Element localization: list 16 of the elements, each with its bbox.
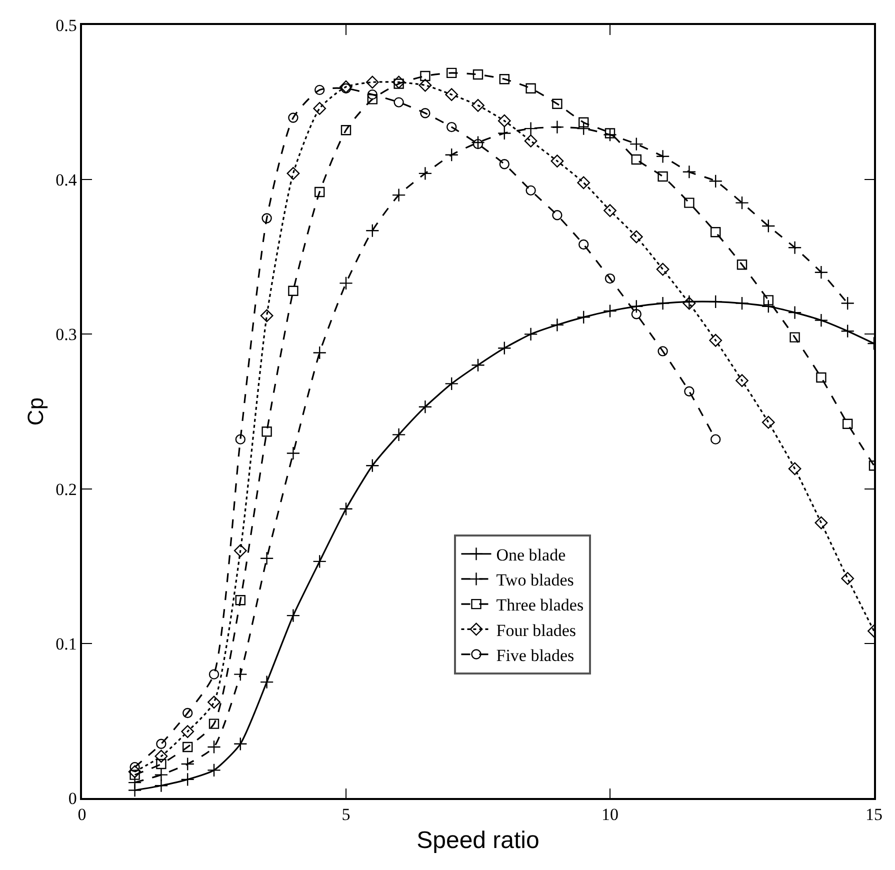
x-tick-label: 5 xyxy=(342,805,350,824)
legend-label: Five blades xyxy=(496,646,574,665)
y-tick-label: 0.1 xyxy=(56,634,77,654)
legend-label: One blade xyxy=(496,546,566,564)
y-tick-label: 0 xyxy=(68,788,77,808)
x-axis-title: Speed ratio xyxy=(416,826,540,854)
y-tick-label: 0.2 xyxy=(56,480,77,499)
x-tick-label: 10 xyxy=(602,805,618,824)
y-tick-label: 0.5 xyxy=(56,16,77,35)
legend-label: Three blades xyxy=(496,596,584,615)
legend-label: Two blades xyxy=(496,570,574,590)
legend-label: Four blades xyxy=(496,620,576,640)
y-tick-label: 0.3 xyxy=(56,325,77,344)
x-tick-label: 15 xyxy=(866,805,882,824)
y-axis-title: Cp xyxy=(22,397,48,426)
y-tick-label: 0.4 xyxy=(56,170,78,190)
